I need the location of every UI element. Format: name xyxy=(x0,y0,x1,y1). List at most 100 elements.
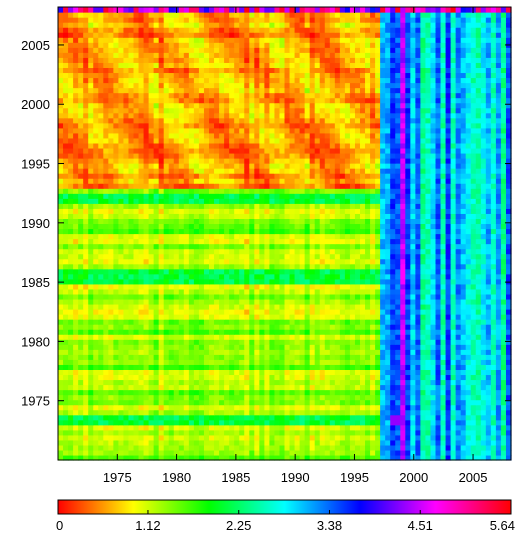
heat-cell xyxy=(289,424,296,431)
heat-cell xyxy=(375,384,381,391)
heat-cell xyxy=(400,434,406,441)
heat-cell xyxy=(375,349,381,355)
heat-cell xyxy=(209,213,215,219)
heat-cell xyxy=(349,203,356,209)
heat-cell xyxy=(133,223,140,230)
heat-cell xyxy=(209,258,215,265)
heat-cell xyxy=(239,253,245,260)
heat-cell xyxy=(410,258,416,265)
heat-cell xyxy=(339,454,346,461)
heat-cell xyxy=(198,429,205,436)
heat-cell xyxy=(88,349,94,355)
heat-cell xyxy=(329,394,336,401)
heat-cell xyxy=(193,424,200,431)
heat-cell xyxy=(219,329,225,335)
heat-cell xyxy=(445,203,452,209)
heat-cell xyxy=(239,298,245,305)
heat-cell xyxy=(435,288,442,295)
heat-cell xyxy=(430,379,437,386)
heat-cell xyxy=(269,364,276,370)
heat-cell xyxy=(309,399,316,406)
heat-cell xyxy=(108,324,114,330)
heat-cell xyxy=(254,439,260,446)
heat-cell xyxy=(375,283,381,290)
heat-cell xyxy=(380,309,386,315)
heat-cell xyxy=(475,439,482,446)
heat-cell xyxy=(299,188,306,194)
heat-cell xyxy=(83,283,89,290)
heat-cell xyxy=(188,384,195,391)
heat-cell xyxy=(284,178,291,184)
heat-cell xyxy=(505,344,512,350)
heat-cell xyxy=(214,389,220,396)
heat-cell xyxy=(269,449,276,456)
heat-cell xyxy=(450,203,457,209)
heat-cell xyxy=(108,268,114,275)
heat-cell xyxy=(460,434,467,441)
heat-cell xyxy=(405,218,411,225)
heat-cell xyxy=(495,248,502,255)
heat-cell xyxy=(173,389,180,396)
heat-cell xyxy=(78,203,84,209)
heat-cell xyxy=(334,268,341,275)
heat-cell xyxy=(460,444,467,451)
heat-cell xyxy=(178,309,185,315)
heat-cell xyxy=(133,324,140,330)
heat-cell xyxy=(360,309,366,315)
heat-cell xyxy=(113,283,119,290)
heat-cell xyxy=(334,454,341,461)
heat-cell xyxy=(234,178,240,184)
heat-cell xyxy=(108,409,114,416)
heat-cell xyxy=(153,218,160,225)
heat-cell xyxy=(455,434,462,441)
heat-cell xyxy=(415,273,421,280)
heat-cell xyxy=(480,389,487,396)
heat-cell xyxy=(435,409,442,416)
heat-cell xyxy=(229,188,235,194)
heat-cell xyxy=(234,349,240,355)
heat-cell xyxy=(83,288,89,295)
heat-cell xyxy=(93,379,99,386)
heat-cell xyxy=(163,198,170,204)
heat-cell xyxy=(284,208,291,214)
heat-cell xyxy=(329,233,336,240)
heat-cell xyxy=(390,339,396,345)
heat-cell xyxy=(219,188,225,194)
heat-cell xyxy=(58,334,64,340)
heat-cell xyxy=(400,389,406,396)
heat-cell xyxy=(400,268,406,275)
heat-cell xyxy=(415,419,421,426)
heat-cell xyxy=(153,379,160,386)
heat-cell xyxy=(269,273,276,280)
heat-cell xyxy=(98,283,104,290)
heat-cell xyxy=(304,273,311,280)
heat-cell xyxy=(309,238,316,245)
heat-cell xyxy=(163,288,170,295)
heat-cell xyxy=(63,424,69,431)
heat-cell xyxy=(244,429,250,436)
heat-cell xyxy=(214,384,220,391)
heat-cell xyxy=(173,243,180,250)
heat-cell xyxy=(289,273,296,280)
heat-cell xyxy=(214,233,220,240)
heat-cell xyxy=(435,218,442,225)
heat-cell xyxy=(339,314,346,320)
heat-cell xyxy=(198,374,205,381)
heat-cell xyxy=(395,374,401,381)
heat-cell xyxy=(475,414,482,421)
heat-cell xyxy=(324,288,331,295)
heat-cell xyxy=(249,389,255,396)
heat-cell xyxy=(214,419,220,426)
heat-cell xyxy=(480,379,487,386)
heat-cell xyxy=(380,228,386,235)
heat-cell xyxy=(475,253,482,260)
heat-cell xyxy=(274,293,281,300)
heat-cell xyxy=(118,434,125,441)
heat-cell xyxy=(113,218,119,225)
heat-cell xyxy=(128,449,135,456)
heat-cell xyxy=(314,223,321,230)
heat-cell xyxy=(329,354,336,360)
heat-cell xyxy=(113,339,119,345)
heat-cell xyxy=(445,344,452,350)
heat-cell xyxy=(475,273,482,280)
